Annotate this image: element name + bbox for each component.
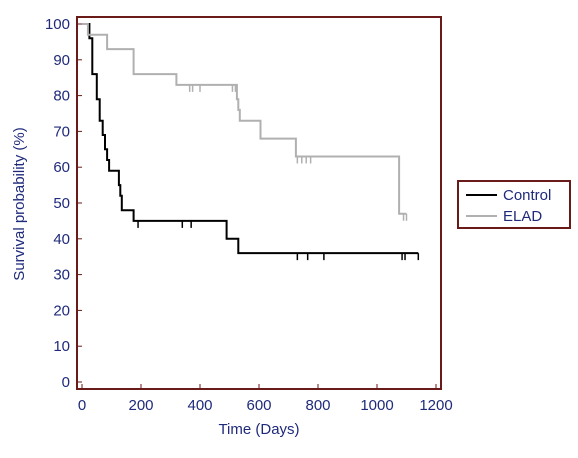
y-tick-label-20: 20 [53,302,70,319]
y-tick-label-60: 60 [53,159,70,176]
y-tick-label-10: 10 [53,338,70,355]
y-tick-label-0: 0 [62,374,70,391]
y-tick-label-80: 80 [53,88,70,105]
legend-box [457,180,571,229]
y-tick-label-50: 50 [53,195,70,212]
x-tick-label-1000: 1000 [360,397,393,414]
x-tick-label-0: 0 [78,397,86,414]
legend-label-control: Control [503,187,551,204]
series-line-elad [82,23,407,215]
series-line-control [82,23,419,255]
y-tick-label-100: 100 [45,16,70,33]
legend-items: Control ELAD [466,187,551,225]
ticks-layer: 0 200 400 600 800 1000 1200 0 10 20 30 40 50 60 70 80 90… [45,16,453,414]
y-tick-label-90: 90 [53,52,70,69]
x-tick-label-600: 600 [246,397,271,414]
x-tick-label-400: 400 [187,397,212,414]
y-axis-title: Survival probability (%) [11,127,28,280]
legend: Control ELAD [457,180,571,229]
y-tick-label-30: 30 [53,267,70,284]
x-tick-label-800: 800 [305,397,330,414]
y-tick-label-40: 40 [53,231,70,248]
x-axis-title: Time (Days) [218,421,299,438]
plot-frame [76,16,442,390]
x-tick-label-200: 200 [128,397,153,414]
series-layer [82,23,420,261]
y-tick-label-70: 70 [53,123,70,140]
x-tick-label-1200: 1200 [419,397,452,414]
legend-label-elad: ELAD [503,208,542,225]
